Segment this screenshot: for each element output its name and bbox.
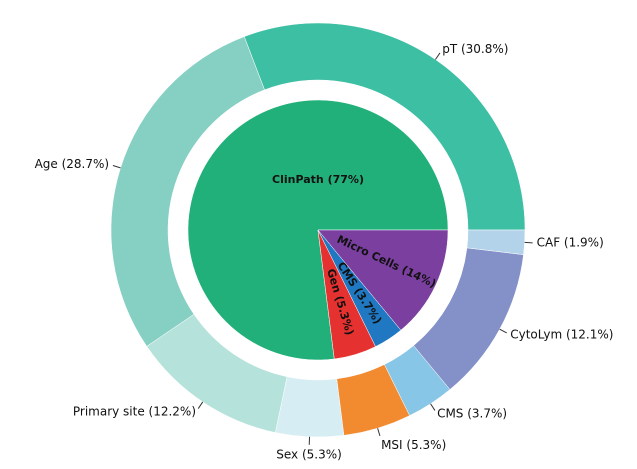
slice-label: Sex (5.3%): [276, 447, 342, 461]
slice-label: pT (30.8%): [442, 42, 508, 56]
slice-label: MSI (5.3%): [381, 438, 446, 452]
slice-label: Age (28.7%): [35, 157, 110, 171]
slice-label: Primary site (12.2%): [73, 404, 196, 418]
pie-slice: [275, 377, 344, 437]
leader-line: [435, 53, 440, 60]
leader-line: [378, 428, 380, 436]
leader-line: [113, 165, 121, 167]
slice-label: CytoLym (12.1%): [510, 327, 613, 341]
slice-label: ClinPath (77%): [272, 173, 364, 186]
leader-line: [431, 404, 435, 411]
slice-label: CAF (1.9%): [537, 236, 604, 250]
slice-label: CMS (3.7%): [437, 406, 507, 420]
leader-line: [198, 402, 202, 409]
leader-line: [500, 329, 507, 333]
